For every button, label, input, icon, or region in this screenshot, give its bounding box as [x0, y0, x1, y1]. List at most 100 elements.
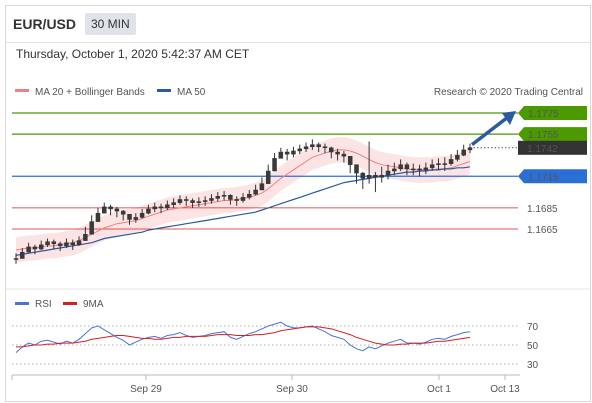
price-bar-body	[253, 189, 258, 195]
price-bar-body	[423, 167, 429, 171]
x-tick-label: Oct 13	[490, 384, 520, 395]
x-tick-label: Oct 1	[427, 384, 451, 395]
price-bar-body	[291, 150, 296, 155]
x-axis: Sep 29 Sep 30 Oct 1 Oct 13	[11, 374, 520, 395]
price-bar-body	[114, 208, 120, 212]
current-price-tag	[518, 140, 587, 155]
price-bar-body	[95, 212, 101, 222]
price-bar-body	[165, 204, 170, 209]
price-bar-body	[177, 199, 183, 203]
rsi-tick-label: 70	[527, 322, 539, 333]
price-bar-body	[20, 251, 25, 259]
x-tick-label: Sep 30	[276, 384, 308, 395]
ma50-legend-swatch	[157, 89, 171, 92]
price-bar-body	[373, 174, 378, 178]
support-label: 1.1665	[527, 225, 558, 236]
support-label: 1.1685	[527, 204, 558, 215]
pivot-label: 1.1715	[528, 172, 559, 183]
price-bar-body	[202, 200, 208, 202]
current-price-label: 1.1742	[527, 144, 558, 155]
price-bar-body	[316, 144, 321, 147]
price-bar-body	[278, 151, 284, 159]
levels-layer	[12, 112, 518, 230]
price-bar-body	[310, 144, 315, 147]
price-bar-body	[184, 199, 189, 201]
rsi-tick-label: 30	[527, 360, 539, 371]
ma50-legend-label: MA 50	[177, 87, 206, 98]
price-bar-body	[448, 159, 454, 164]
ma20-legend-swatch	[15, 89, 29, 92]
x-tick-label: Sep 29	[130, 384, 162, 395]
price-bar-body	[221, 195, 227, 197]
price-bar-body	[398, 164, 403, 170]
rsi-panel: 70 50 30	[12, 321, 539, 371]
price-bar-body	[38, 244, 44, 250]
price-bar-body	[215, 196, 221, 199]
price-bar-body	[272, 158, 277, 172]
rsi-ma9-line	[16, 326, 471, 348]
price-bar-body	[240, 197, 246, 201]
price-bar-body	[45, 241, 50, 246]
price-bar-body	[76, 240, 82, 246]
price-bar-body	[411, 168, 416, 171]
price-bar-body	[429, 164, 435, 169]
price-bar-body	[133, 217, 139, 220]
price-bar-body	[360, 172, 366, 179]
price-bar-body	[265, 170, 271, 184]
price-bar-body	[152, 206, 157, 210]
price-bar-body	[108, 206, 113, 210]
pivot-tag	[518, 169, 587, 184]
price-bar-body	[13, 258, 19, 260]
ma20-legend-label: MA 20 + Bollinger Bands	[35, 87, 145, 98]
price-bar-body	[404, 164, 410, 170]
price-bar-body	[209, 198, 214, 201]
price-bar-body	[64, 242, 69, 247]
price-bar-body	[442, 163, 448, 165]
timeframe-badge[interactable]: 30 MIN	[85, 13, 136, 35]
resistance-label: 1.1775	[528, 109, 559, 120]
price-bar-body	[385, 170, 391, 176]
price-bar-body	[190, 200, 195, 203]
rsi-tick-label: 50	[527, 341, 539, 352]
price-bar-body	[234, 199, 239, 201]
price-bar-body	[392, 168, 397, 172]
price-bar-body	[57, 243, 63, 247]
price-bar-body	[89, 221, 94, 235]
price-bar-body	[341, 153, 347, 157]
price-bar-body	[455, 154, 460, 160]
price-bar-body	[322, 146, 328, 149]
ma9-legend-label: 9MA	[83, 299, 104, 310]
price-bar-body	[102, 206, 107, 214]
price-bar-body	[329, 147, 334, 153]
level-tags: 1.1775 1.1755 1.1742 1.1715 1.1685 1.1665	[518, 106, 587, 236]
price-bar-body	[83, 234, 88, 241]
price-bar-body	[171, 202, 176, 205]
price-bar-body	[297, 148, 302, 152]
projection-arrow	[470, 111, 516, 147]
resistance-tag	[518, 127, 587, 142]
price-bars	[13, 139, 473, 264]
price-bar-body	[70, 242, 75, 246]
legend: MA 20 + Bollinger Bands MA 50 Research ©…	[15, 87, 583, 98]
price-bar-body	[461, 149, 466, 156]
resistance-tag	[518, 106, 587, 120]
price-bar-body	[26, 246, 31, 253]
price-bar-body	[436, 163, 441, 165]
symbol-label: EUR/USD	[13, 16, 77, 32]
price-bar-body	[379, 174, 384, 178]
price-bar-body	[32, 246, 38, 250]
research-credit: Research © 2020 Trading Central	[434, 87, 583, 98]
price-bar-body	[417, 168, 422, 171]
ma9-legend-swatch	[63, 302, 77, 305]
price-bar-body	[354, 164, 359, 174]
datetime-label: Thursday, October 1, 2020 5:42:37 AM CET	[16, 47, 250, 61]
price-bar-body	[139, 212, 145, 218]
resistance-label: 1.1755	[528, 130, 559, 141]
price-bar-body	[335, 151, 340, 155]
projection-arrow-head	[502, 111, 516, 125]
price-bar-body	[146, 208, 151, 214]
chart-frame: EUR/USD 30 MIN Thursday, October 1, 2020…	[5, 5, 591, 402]
price-bar-body	[196, 201, 202, 203]
price-bar-body	[467, 147, 473, 151]
price-bar-body	[51, 241, 57, 245]
